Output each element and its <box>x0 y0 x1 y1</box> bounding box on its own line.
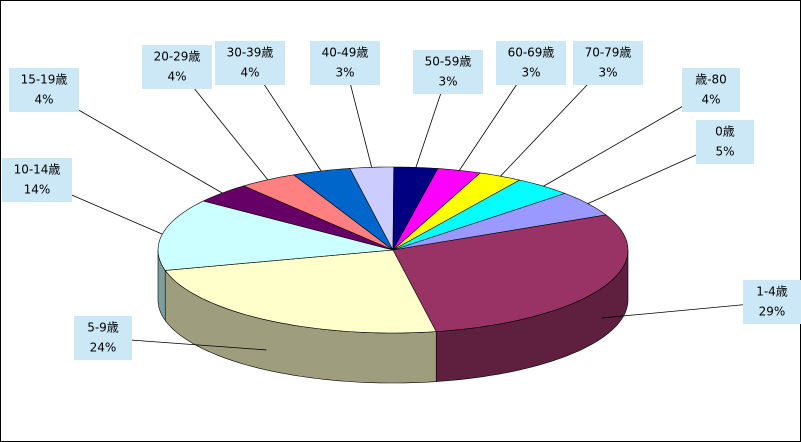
value-label: 4% <box>34 93 53 107</box>
data-label-box <box>573 41 643 85</box>
pie-slice <box>292 168 394 251</box>
category-label: 30-39歳 <box>227 46 274 60</box>
category-label: 50-59歳 <box>425 55 472 69</box>
pie-slice <box>202 185 394 251</box>
value-label: 4% <box>240 66 259 80</box>
data-label-box <box>2 158 72 202</box>
category-label: 5-9歳 <box>87 321 119 335</box>
category-label: 歳-80 <box>695 73 727 87</box>
category-label: 10-14歳 <box>14 163 61 177</box>
data-label-box <box>496 41 566 85</box>
data-label-box <box>696 120 754 164</box>
category-label: 1-4歳 <box>756 285 788 299</box>
category-label: 40-49歳 <box>322 46 369 60</box>
value-label: 3% <box>521 66 540 80</box>
data-label-box <box>413 50 483 94</box>
value-label: 3% <box>335 66 354 80</box>
pie-slice <box>392 214 629 332</box>
data-label-box <box>682 68 740 112</box>
data-label-box <box>74 316 132 360</box>
category-label: 15-19歳 <box>21 73 68 87</box>
category-label: 70-79歳 <box>585 46 632 60</box>
data-label-box <box>215 41 285 85</box>
category-label: 20-29歳 <box>154 50 201 64</box>
pie-slice <box>392 179 566 251</box>
pie-slice <box>242 174 394 251</box>
data-label-box <box>743 280 801 324</box>
value-label: 24% <box>90 341 117 355</box>
value-label: 14% <box>24 183 51 197</box>
data-label-box <box>142 45 212 89</box>
value-label: 5% <box>715 145 734 159</box>
value-label: 4% <box>701 93 720 107</box>
pie-slice <box>392 193 607 251</box>
category-label: 0歳 <box>715 125 735 139</box>
category-label: 60-69歳 <box>508 46 555 60</box>
data-label-box <box>310 41 380 85</box>
data-label-box <box>9 68 79 112</box>
pie-slice <box>392 172 521 251</box>
value-label: 29% <box>759 305 786 319</box>
pie-slice <box>164 249 437 334</box>
value-label: 3% <box>598 66 617 80</box>
value-label: 3% <box>438 75 457 89</box>
value-label: 4% <box>167 70 186 84</box>
